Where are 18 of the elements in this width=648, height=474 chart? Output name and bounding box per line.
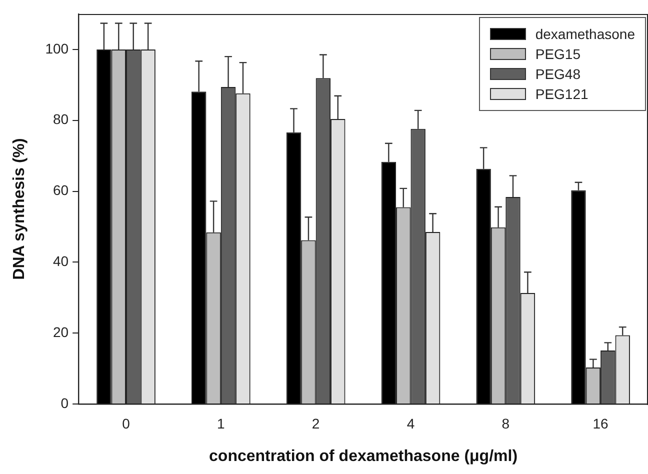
x-tick-label: 2 <box>312 415 320 432</box>
x-tick-label: 0 <box>122 415 130 432</box>
y-axis-title: DNA synthesis (%) <box>11 138 28 280</box>
y-tick-label: 80 <box>52 111 69 128</box>
x-tick-label: 4 <box>406 415 415 432</box>
legend-label: dexamethasone <box>535 26 635 42</box>
y-tick-label: 100 <box>45 40 69 56</box>
y-tick-label: 40 <box>52 253 69 270</box>
y-tick-label: 60 <box>52 182 69 198</box>
x-axis-title: concentration of dexamethasone (μg/ml) <box>209 448 518 465</box>
legend-label: PEG121 <box>535 86 588 102</box>
x-tick-label: 16 <box>592 415 609 432</box>
y-tick-label: 0 <box>60 394 69 411</box>
y-tick-label: 20 <box>52 324 69 340</box>
x-tick-label: 8 <box>502 415 510 432</box>
x-tick-label: 1 <box>217 415 226 432</box>
legend-label: PEG48 <box>535 66 580 82</box>
legend-label: PEG15 <box>535 46 580 62</box>
